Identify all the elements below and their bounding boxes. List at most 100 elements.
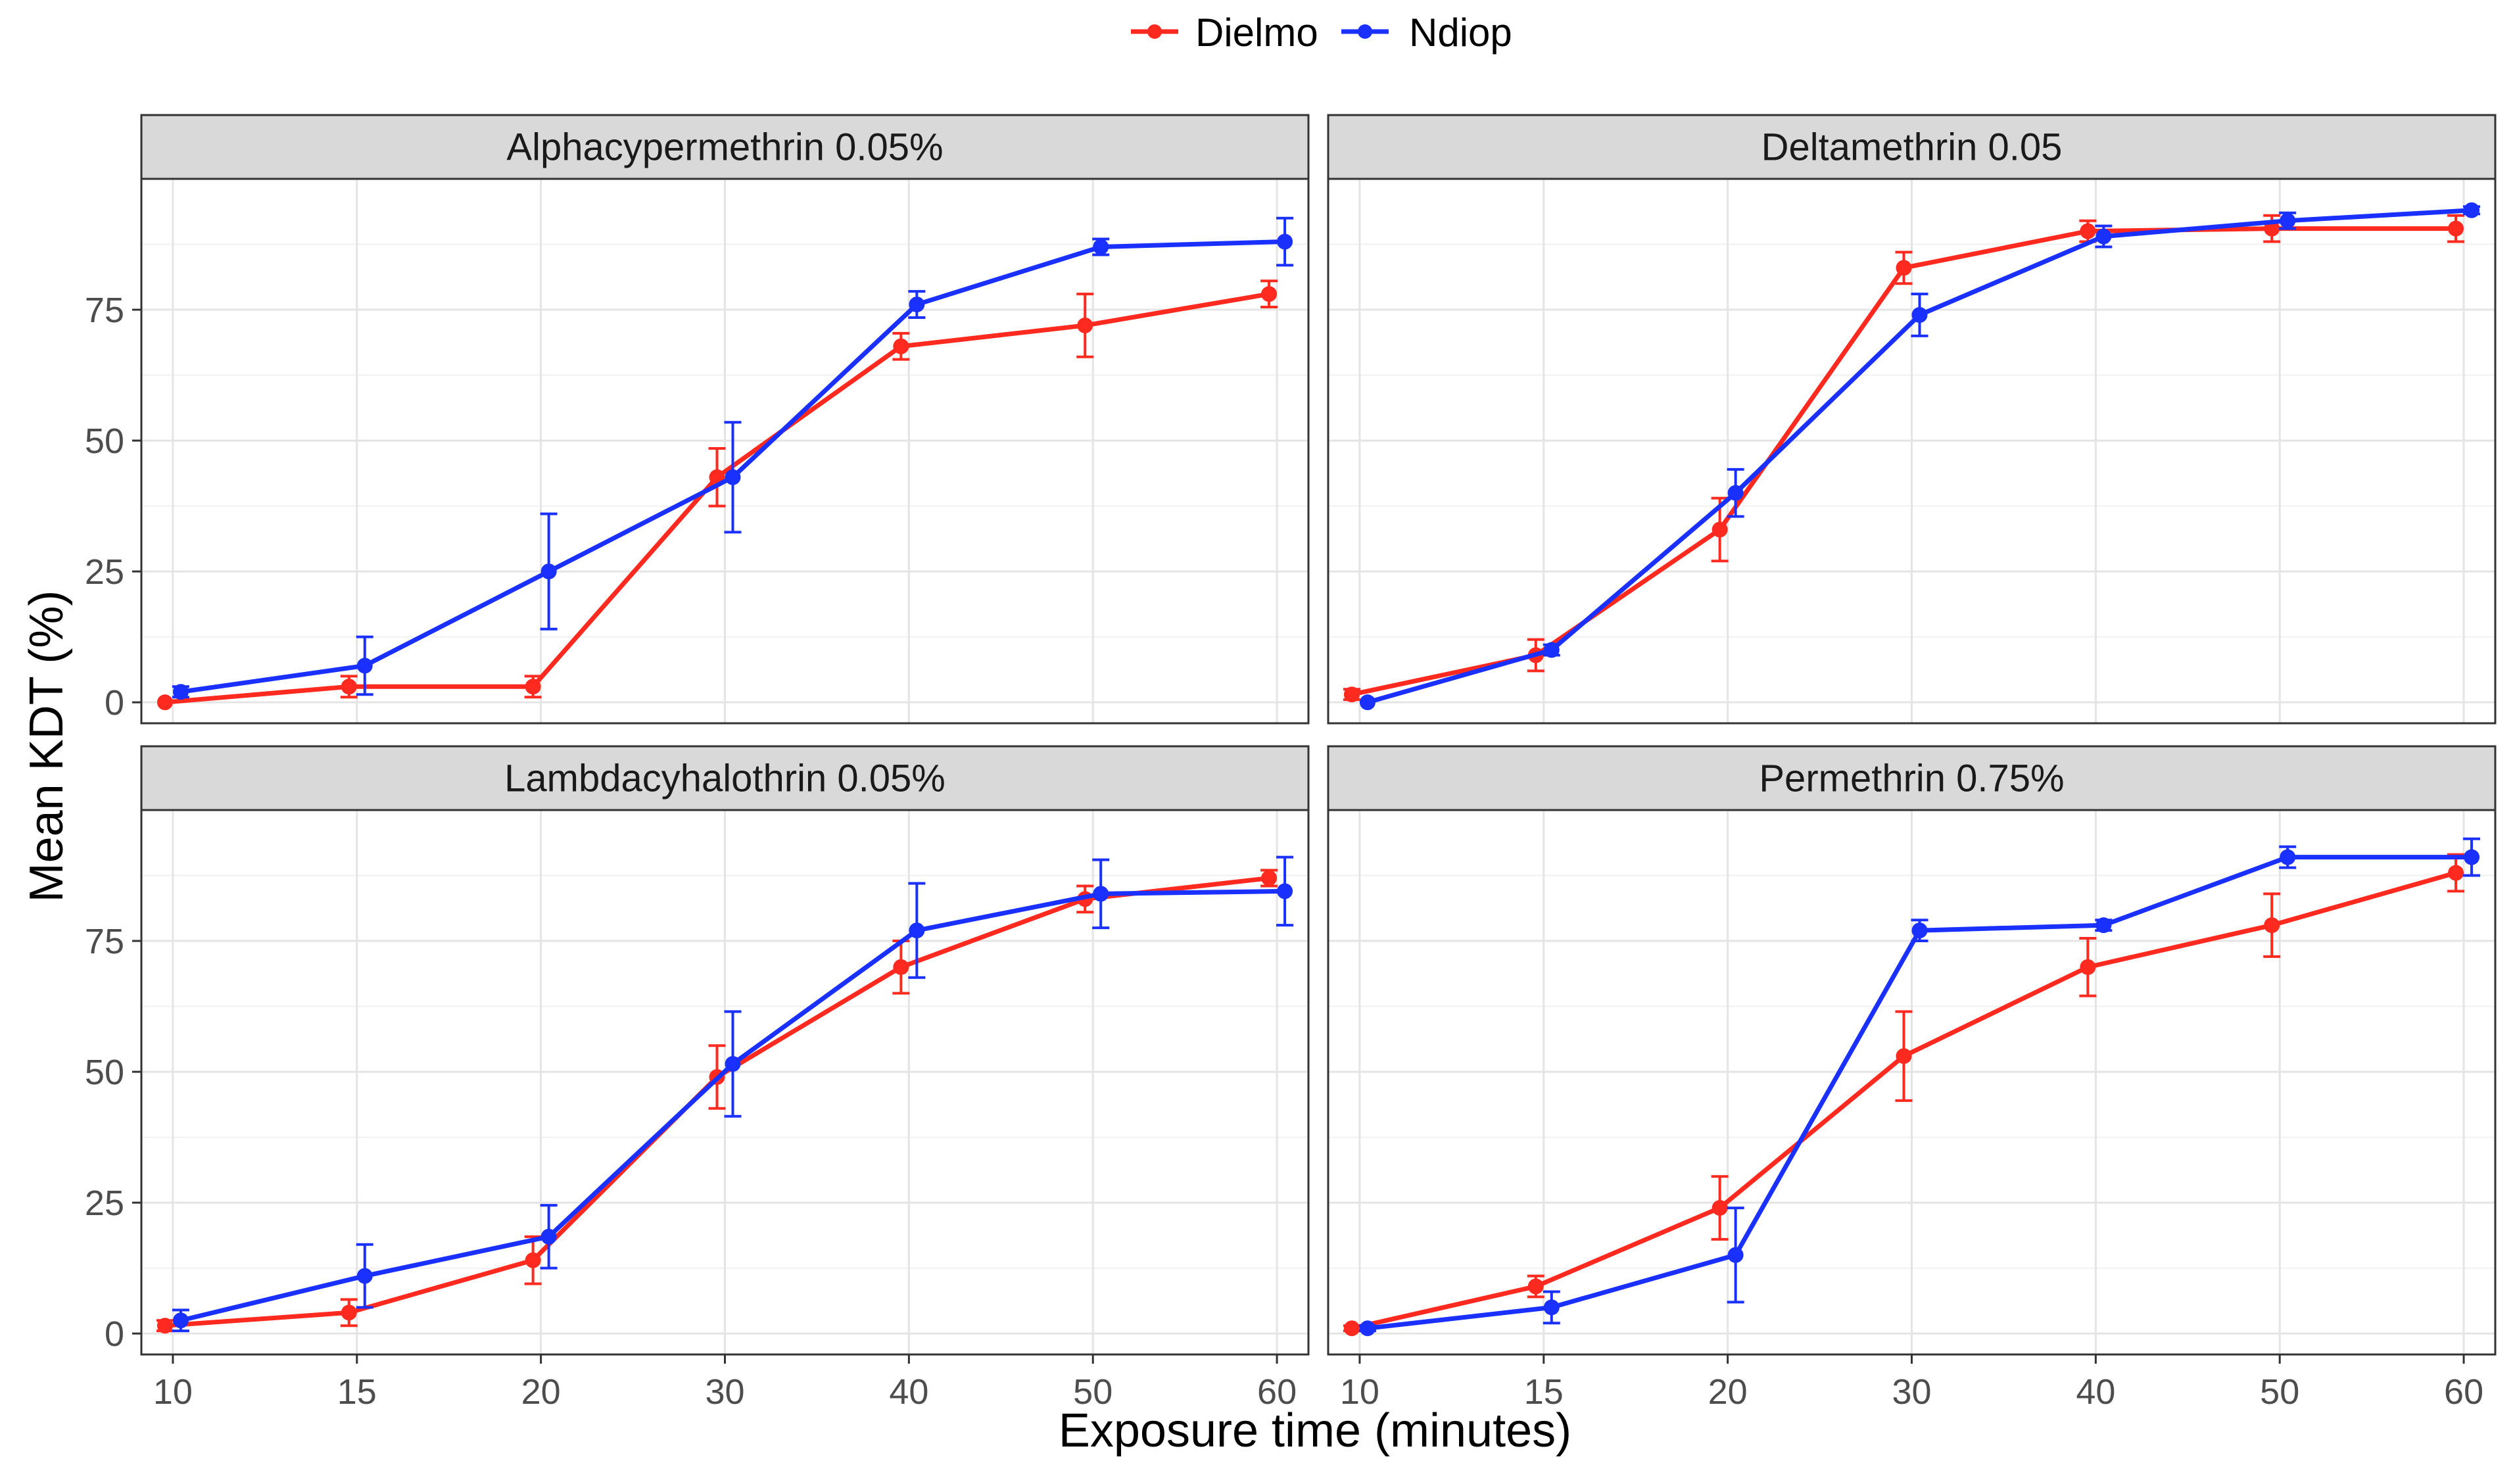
x-tick-label: 20 (521, 1372, 561, 1412)
data-point (1896, 1048, 1912, 1065)
series-ndiop (1358, 837, 2481, 1337)
facet-strip (1327, 114, 2497, 180)
y-axis-label: Mean KDT (%) (20, 590, 73, 903)
x-tick-label: 60 (1257, 1372, 1297, 1412)
data-point (909, 922, 925, 939)
y-tick-label: 50 (85, 421, 124, 461)
y-tick-label: 75 (85, 291, 124, 330)
data-point (2264, 917, 2280, 934)
series-ndiop (1359, 202, 2481, 711)
legend: Dielmo Ndiop (1131, 11, 1512, 55)
series-ndiop (172, 855, 1294, 1333)
data-point (1277, 883, 1293, 899)
data-point (356, 658, 373, 674)
data-point (1261, 870, 1278, 886)
facet-strip (140, 745, 1310, 811)
panel-border (140, 178, 1310, 725)
x-tick-label: 15 (337, 1372, 377, 1412)
panel-border (1327, 178, 2497, 725)
facet-strip-title: Deltamethrin 0.05 (1761, 126, 2063, 169)
data-point (1911, 922, 1928, 939)
data-point (909, 297, 925, 313)
y-tick-label: 0 (105, 1314, 124, 1354)
panels: Alphacypermethrin 0.05% 0 25 50 75 Deltamethr… (85, 114, 2497, 1412)
data-point (725, 469, 741, 485)
data-point (2464, 202, 2480, 218)
x-tick-label: 60 (2444, 1372, 2483, 1412)
data-point (172, 1312, 189, 1329)
x-tick-label: 50 (2260, 1372, 2299, 1412)
data-point (2464, 849, 2480, 865)
data-point (2080, 223, 2096, 239)
facet-strip-title: Permethrin 0.75% (1759, 757, 2064, 800)
data-point (1077, 317, 1093, 333)
data-point (1896, 260, 1912, 276)
data-point (1727, 485, 1744, 501)
x-tick-label: 30 (1892, 1372, 1931, 1412)
series-ndiop (172, 216, 1294, 700)
panel-border (1327, 809, 2497, 1356)
data-point (1527, 1278, 1544, 1295)
data-point (1727, 1247, 1744, 1263)
x-tick-label: 40 (2076, 1372, 2115, 1412)
series-dielmo (1343, 853, 2465, 1337)
data-point (172, 684, 189, 700)
data-point (2080, 959, 2096, 975)
legend-marker-ndiop (1358, 24, 1372, 39)
data-point (2448, 220, 2464, 237)
data-point (1343, 1320, 1360, 1337)
data-point (156, 1318, 173, 1334)
x-tick-label: 50 (1073, 1372, 1113, 1412)
data-point (1261, 286, 1278, 302)
data-point (893, 959, 909, 975)
data-point (525, 679, 541, 695)
legend-marker-dielmo (1147, 24, 1162, 39)
data-point (525, 1252, 541, 1268)
panel-deltamethrin-0-05: Deltamethrin 0.05 (1327, 114, 2497, 725)
data-point (356, 1268, 373, 1284)
data-point (1359, 1320, 1376, 1337)
x-tick-label: 10 (1340, 1372, 1379, 1412)
panel-border (140, 809, 1310, 1356)
data-point (1711, 1200, 1728, 1216)
x-tick-label: 10 (153, 1372, 193, 1412)
legend-item-dielmo: Dielmo (1131, 11, 1318, 55)
x-tick-label: 40 (889, 1372, 928, 1412)
panel-alphacypermethrin-0-05: Alphacypermethrin 0.05% 0 25 50 75 (85, 114, 1310, 725)
data-point (2280, 212, 2296, 229)
y-tick-label: 75 (85, 922, 124, 961)
data-point (1093, 239, 1109, 255)
data-point (1277, 233, 1293, 250)
data-point (341, 1304, 357, 1321)
x-axis-label: Exposure time (minutes) (1059, 1404, 1571, 1457)
y-tick-label: 25 (85, 552, 124, 592)
y-tick-label: 25 (85, 1184, 124, 1223)
legend-label-dielmo: Dielmo (1195, 11, 1318, 55)
data-point (2095, 917, 2112, 934)
data-point (725, 1056, 741, 1072)
panel-permethrin-0-75: Permethrin 0.75% 10 15 20 30 40 50 60 (1327, 745, 2497, 1412)
data-point (156, 694, 173, 711)
data-point (1543, 642, 1560, 658)
facet-strip-title: Alphacypermethrin 0.05% (506, 126, 943, 169)
data-point (540, 1228, 557, 1245)
facet-strip (140, 114, 1310, 180)
data-point (2095, 228, 2112, 245)
legend-label-ndiop: Ndiop (1409, 11, 1512, 55)
data-point (893, 338, 909, 354)
y-tick-label: 50 (85, 1053, 124, 1092)
x-tick-label: 30 (705, 1372, 744, 1412)
data-point (1093, 886, 1109, 902)
data-point (1359, 694, 1376, 711)
legend-item-ndiop: Ndiop (1341, 11, 1512, 55)
facet-strip-title: Lambdacyhalothrin 0.05% (504, 757, 945, 800)
data-point (2280, 849, 2296, 865)
data-point (341, 679, 357, 695)
x-tick-label: 15 (1524, 1372, 1564, 1412)
panel-lambdacyhalothrin-0-05: Lambdacyhalothrin 0.05% 0 25 50 75 10 15 20 30 40… (85, 745, 1310, 1412)
data-point (1711, 521, 1728, 538)
y-tick-label: 0 (105, 683, 124, 723)
data-point (1911, 307, 1928, 323)
